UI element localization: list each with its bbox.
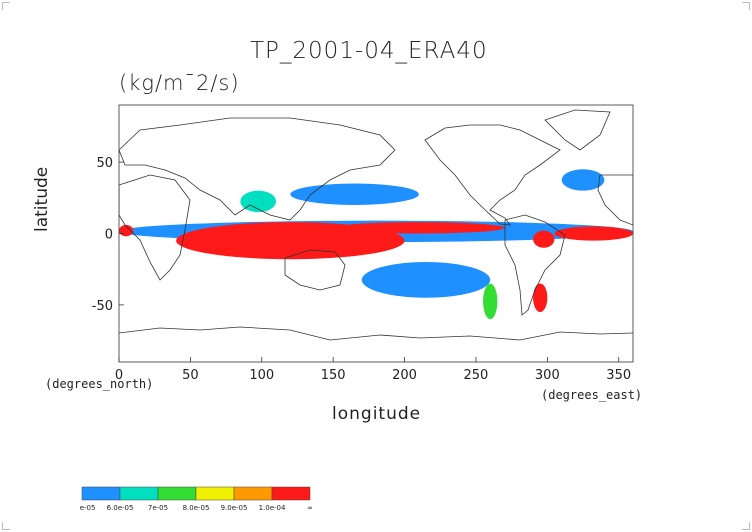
corner-mark-top-left — [2, 2, 10, 10]
coast-africa — [119, 174, 191, 281]
x-sublabel-left: (degrees_north) — [45, 377, 154, 391]
x-axis-ticks: 0 50 100 150 200 250 300 350 — [115, 357, 631, 383]
corner-mark-top-right — [742, 2, 750, 10]
colorbar-swatch — [195, 486, 235, 501]
x-tick-label: 50 — [182, 368, 199, 383]
colorbar-label: 6.0e-05 — [107, 504, 134, 512]
coast-australia — [284, 249, 346, 291]
y-axis-label: latitude — [32, 166, 52, 232]
colorbar-swatch — [233, 486, 273, 501]
colorbar-label: ∞ — [307, 504, 313, 512]
coast-eurasia — [119, 117, 396, 221]
chart-units: (kg/m¯2/s) — [119, 71, 240, 95]
x-tick-label: 200 — [392, 368, 417, 383]
y-tick-label: 0 — [105, 228, 113, 243]
x-tick-label: 250 — [464, 368, 489, 383]
y-tick-label: -50 — [92, 299, 113, 314]
precip-region-1 — [176, 222, 405, 260]
precip-region-6 — [361, 262, 491, 298]
coast-antarctica — [119, 326, 633, 341]
precip-region-5 — [533, 230, 555, 248]
precip-region-2 — [333, 222, 505, 234]
precip-region-8 — [561, 169, 605, 191]
colorbar-label: 9.0e-05 — [221, 504, 248, 512]
coast-south-america — [504, 214, 566, 316]
y-tick-label: 50 — [96, 156, 113, 171]
colorbar-label: 8.0e-05 — [183, 504, 210, 512]
precip-region-10 — [533, 283, 548, 313]
x-tick-label: 150 — [321, 368, 346, 383]
precip-region-11 — [240, 190, 277, 213]
x-sublabel-right: (degrees_east) — [541, 388, 643, 402]
coastline-layer — [119, 109, 633, 341]
colorbar: 5.0e-05 6.0e-05 7e-05 8.0e-05 9.0e-05 1.0e-04… — [80, 486, 313, 512]
x-tick-label: 300 — [535, 368, 560, 383]
precip-region-7 — [483, 283, 498, 320]
coast-africa-west — [597, 174, 633, 226]
colorbar-swatch — [81, 486, 121, 501]
colorbar-swatch — [119, 486, 159, 501]
colorbar-label: 7e-05 — [148, 504, 168, 512]
y-axis-ticks: 50 0 -50 — [92, 156, 124, 314]
colorbar-swatch — [271, 486, 311, 501]
chart-title: TP_2001-04_ERA40 — [250, 38, 488, 64]
colorbar-swatch — [157, 486, 197, 501]
corner-mark-bottom-left — [2, 522, 10, 530]
corner-mark-bottom-right — [742, 522, 750, 530]
x-tick-label: 350 — [606, 368, 631, 383]
coast-greenland — [544, 109, 611, 151]
precip-region-9 — [290, 183, 419, 205]
colorbar-label: 1.0e-04 — [259, 504, 286, 512]
colorbar-label: 5.0e-05 — [80, 504, 95, 512]
coast-north-america — [424, 124, 561, 226]
precip-region-3 — [554, 226, 633, 241]
x-axis-label: longitude — [332, 404, 422, 424]
x-tick-label: 100 — [249, 368, 274, 383]
x-tick-label: 0 — [115, 368, 123, 383]
precip-fill-layer — [119, 169, 633, 320]
